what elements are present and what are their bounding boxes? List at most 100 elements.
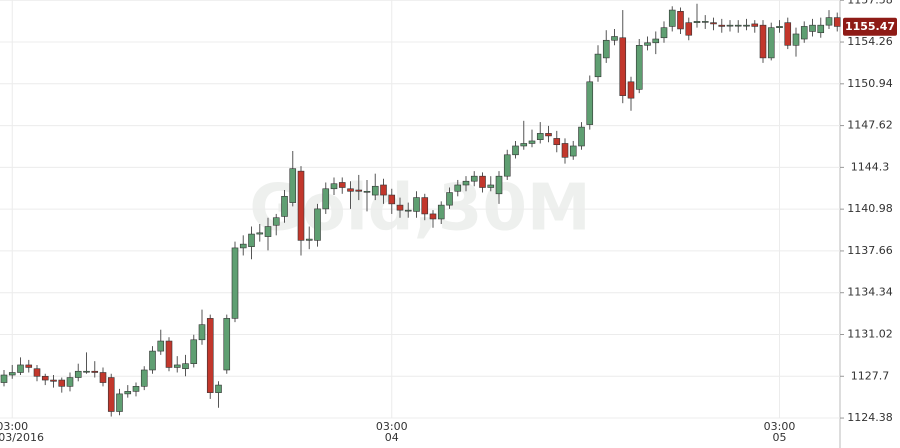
y-tick-label: 1134.34	[847, 286, 893, 299]
x-tick-date: 02/03/2016	[0, 431, 44, 444]
candle-body	[281, 196, 288, 217]
candle-body	[776, 26, 783, 28]
y-tick-label: 1124.38	[847, 411, 893, 424]
candle-body	[536, 133, 544, 140]
x-tick-date: 04	[385, 431, 399, 444]
candle-body	[685, 22, 693, 36]
candle-body	[437, 204, 445, 220]
candle-body	[297, 170, 305, 241]
candle-body	[140, 369, 148, 387]
candle-body	[800, 26, 808, 40]
y-tick-label: 1144.3	[851, 160, 890, 173]
candle-body	[231, 247, 239, 319]
candle-body	[660, 27, 668, 39]
candle-body	[429, 213, 437, 220]
candle-body	[363, 190, 371, 193]
candle-body	[371, 185, 379, 196]
y-tick-label: 1157.58	[847, 0, 893, 6]
current-price-box	[843, 17, 897, 36]
candle-body	[446, 192, 453, 206]
candle-body	[586, 81, 594, 125]
candle-body	[545, 133, 552, 137]
candle-body	[743, 24, 750, 27]
candle-body	[759, 24, 767, 59]
candle-body	[338, 182, 346, 188]
candle-body	[0, 374, 8, 383]
x-tick-label: 03:00	[376, 420, 408, 433]
candle-body	[421, 197, 429, 215]
candle-body	[693, 21, 701, 23]
candle-body	[578, 126, 585, 147]
candle-body	[50, 379, 57, 382]
candle-body	[635, 45, 643, 90]
candle-body	[677, 11, 684, 30]
candle-body	[734, 24, 742, 27]
candle-body	[182, 363, 189, 370]
candle-body	[561, 143, 569, 158]
candle-body	[157, 340, 165, 352]
candle-body	[256, 232, 264, 235]
candle-body	[380, 184, 387, 196]
candle-body	[520, 143, 528, 147]
y-tick-label: 1150.94	[847, 77, 893, 90]
candle-body	[792, 33, 800, 46]
candle-body	[264, 226, 272, 237]
candle-body	[66, 377, 74, 387]
candle-body	[817, 24, 825, 34]
candle-body	[190, 339, 198, 364]
y-tick-label: 1127.7	[851, 369, 890, 382]
candle-body	[644, 42, 651, 46]
candle-body	[330, 183, 338, 190]
candle-body	[107, 377, 115, 412]
candle-body	[454, 184, 462, 192]
candle-body	[99, 372, 107, 383]
candle-body	[495, 175, 503, 195]
candle-body	[388, 194, 396, 205]
candle-body	[396, 204, 404, 211]
candle-body	[751, 23, 759, 27]
candle-body	[206, 318, 214, 393]
candle-body	[173, 364, 181, 368]
candle-body	[215, 384, 222, 393]
current-price-label: 1155.47	[845, 20, 895, 33]
candle-body	[25, 364, 33, 368]
candle-body	[58, 379, 66, 387]
candle-body	[305, 238, 313, 241]
candle-body	[289, 168, 297, 203]
candle-body	[569, 145, 577, 157]
candle-body	[701, 21, 709, 23]
candle-body	[809, 24, 816, 32]
candle-body	[404, 209, 412, 212]
candle-body	[355, 189, 363, 192]
candle-body	[272, 217, 280, 226]
candle-body	[149, 350, 156, 371]
candle-body	[668, 9, 676, 27]
candle-body	[652, 38, 660, 44]
y-tick-label: 1137.66	[847, 244, 893, 257]
candle-body	[91, 370, 99, 373]
candle-body	[553, 138, 561, 146]
candle-body	[223, 318, 231, 371]
candle-body	[413, 197, 420, 212]
candle-body	[8, 372, 16, 376]
candle-body	[41, 375, 49, 381]
candle-body	[470, 175, 478, 182]
candle-body	[74, 370, 82, 378]
x-tick-label: 03:00	[0, 420, 28, 433]
y-tick-label: 1154.26	[847, 35, 893, 48]
candle-body	[784, 22, 792, 46]
candle-body	[347, 188, 354, 192]
candle-body	[825, 17, 833, 26]
candle-body	[528, 140, 536, 144]
candle-body	[710, 22, 717, 25]
watermark: Gold,30M	[249, 172, 590, 246]
candle-body	[512, 145, 519, 156]
candle-body	[239, 243, 247, 249]
candle-body	[487, 184, 495, 188]
candle-body	[165, 340, 173, 368]
candle-body	[462, 180, 470, 186]
candle-body	[503, 154, 511, 177]
candle-body	[594, 53, 602, 78]
